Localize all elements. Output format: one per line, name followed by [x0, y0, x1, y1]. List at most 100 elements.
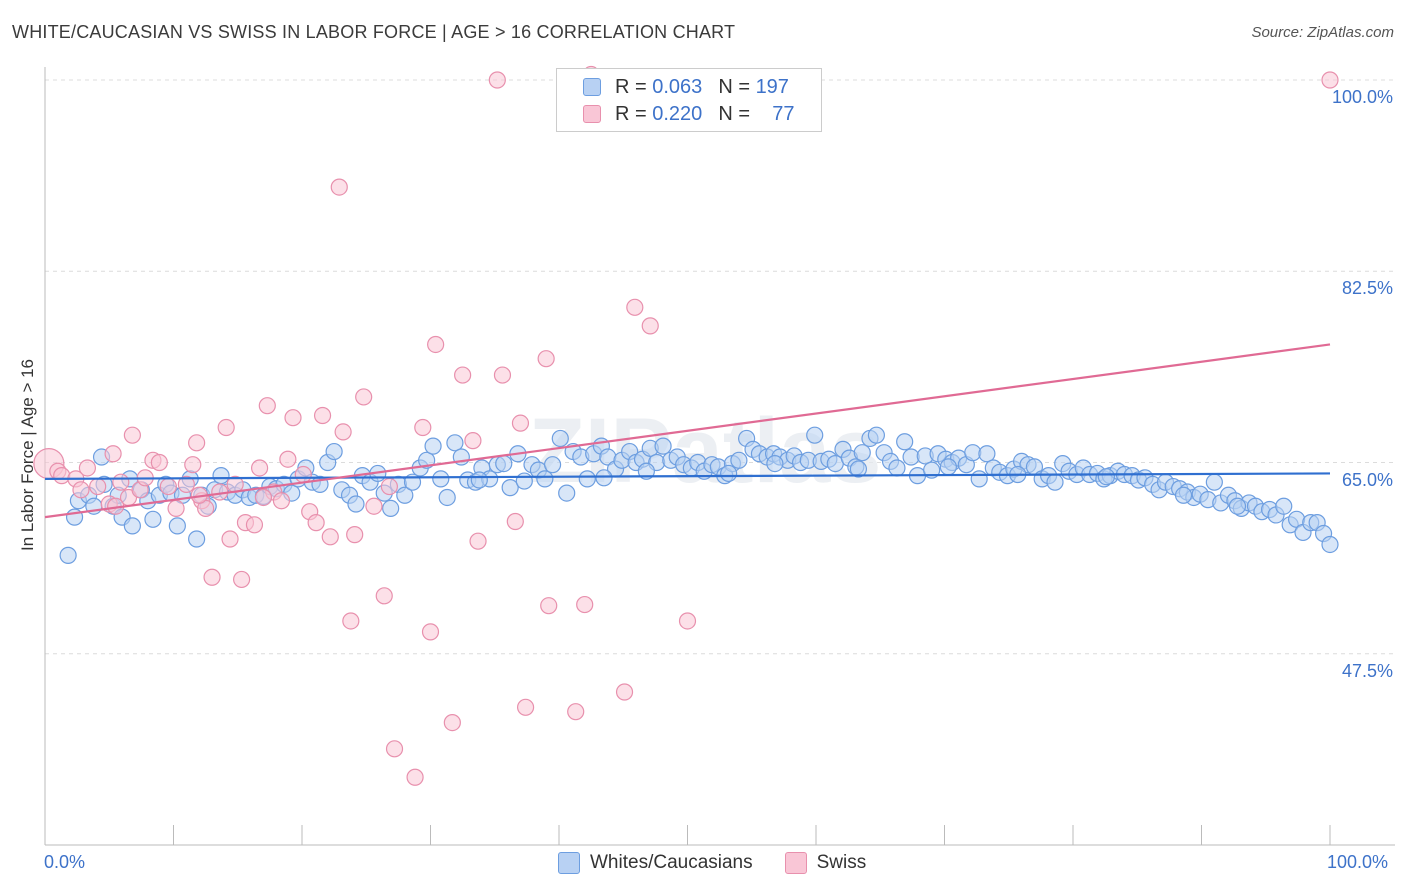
data-point-blue — [730, 451, 748, 469]
legend-n-value: 77 — [772, 102, 795, 125]
x-tick-label-max: 100.0% — [1327, 852, 1389, 872]
legend-item-whites[interactable]: Whites/Caucasians — [558, 852, 753, 874]
data-point-pink — [330, 178, 348, 196]
data-point-blue — [144, 510, 162, 528]
data-point-blue — [470, 471, 488, 489]
data-point-blue — [123, 517, 141, 535]
legend-n-label: N = — [718, 75, 750, 98]
data-point-pink — [279, 450, 297, 468]
data-point-pink — [576, 595, 594, 614]
data-point-blue — [970, 470, 988, 488]
data-point-pink — [406, 768, 424, 786]
data-point-pink — [414, 418, 432, 437]
data-point-pink — [537, 350, 555, 368]
legend-swatch-pink — [583, 105, 601, 123]
data-point-blue — [595, 469, 613, 487]
data-point-blue — [446, 434, 464, 452]
data-point-blue — [551, 429, 569, 448]
data-point-pink — [177, 475, 195, 493]
legend-label-swiss: Swiss — [816, 852, 867, 873]
data-point-pink — [421, 623, 440, 641]
data-point-pink — [427, 335, 445, 354]
data-point-blue — [578, 470, 596, 488]
data-point-pink — [380, 477, 398, 496]
data-point-blue — [424, 437, 442, 455]
data-point-pink — [365, 497, 383, 515]
data-point-blue — [902, 448, 920, 466]
chart-title: WHITE/CAUCASIAN VS SWISS IN LABOR FORCE … — [12, 22, 736, 42]
data-point-blue — [896, 433, 914, 451]
data-point-blue — [59, 546, 77, 564]
data-point-blue — [347, 495, 365, 513]
data-point-pink — [678, 612, 697, 630]
data-point-pink — [250, 459, 269, 477]
data-point-blue — [382, 499, 400, 517]
data-point-pink — [385, 740, 404, 758]
data-point-blue — [188, 530, 206, 548]
data-point-pink — [307, 514, 325, 532]
series-legend: Whites/Caucasians Swiss — [558, 852, 898, 874]
data-point-pink — [454, 366, 472, 384]
trend-line-whites — [44, 472, 1331, 480]
data-point-blue — [1275, 497, 1293, 515]
legend-r-label: R = — [615, 75, 647, 98]
data-point-blue — [978, 445, 996, 463]
legend-swatch-blue — [583, 78, 601, 96]
data-point-pink — [150, 453, 168, 472]
data-point-pink — [188, 434, 206, 452]
data-point-pink — [626, 298, 644, 316]
data-point-pink — [72, 481, 90, 499]
y-tick-label: 65.0% — [1341, 469, 1393, 490]
data-point-blue — [432, 470, 450, 488]
data-point-pink — [567, 703, 585, 721]
data-point-blue — [867, 426, 885, 444]
legend-item-swiss[interactable]: Swiss — [784, 852, 867, 874]
y-tick-label: 82.5% — [1341, 278, 1393, 299]
data-point-pink — [245, 516, 264, 534]
data-point-pink — [346, 526, 364, 544]
data-point-pink — [355, 388, 373, 406]
data-point-blue — [964, 444, 982, 462]
data-point-blue — [438, 488, 456, 507]
data-point-pink — [313, 406, 332, 425]
data-point-blue — [888, 459, 906, 477]
data-point-blue — [853, 444, 871, 462]
data-point-pink — [78, 459, 97, 477]
data-point-blue — [543, 456, 562, 474]
legend-label-whites: Whites/Caucasians — [590, 852, 753, 873]
data-point-pink — [469, 532, 487, 550]
trend-line-swiss — [44, 343, 1331, 519]
data-point-blue — [1046, 473, 1064, 491]
y-axis-label: In Labor Force | Age > 16 — [18, 358, 37, 552]
legend-r-value: 0.063 — [652, 75, 703, 98]
legend-n-label: N = — [718, 102, 750, 125]
data-point-blue — [766, 454, 784, 473]
data-point-pink — [443, 713, 461, 732]
data-point-pink — [284, 409, 302, 427]
trend-lines — [44, 343, 1331, 519]
data-point-blue — [536, 470, 554, 488]
data-point-pink — [89, 477, 107, 496]
data-point-pink — [540, 597, 558, 615]
data-point-pink — [167, 499, 185, 517]
data-point-blue — [849, 460, 868, 478]
legend-swatch-pink — [784, 852, 807, 874]
data-point-blue — [1321, 535, 1339, 554]
data-point-pink — [221, 530, 239, 548]
data-point-pink — [159, 477, 177, 496]
data-point-pink — [511, 414, 530, 432]
legend-r-value: 0.220 — [652, 102, 703, 125]
data-point-pink — [641, 317, 659, 335]
data-point-pink — [123, 426, 141, 444]
data-point-blue — [1097, 468, 1116, 486]
data-point-pink — [506, 512, 524, 531]
data-point-blue — [1205, 473, 1223, 491]
data-point-pink — [615, 683, 634, 701]
data-point-pink — [203, 568, 221, 586]
grid-lines — [45, 79, 1395, 655]
data-point-blue — [1228, 497, 1247, 515]
data-point-pink — [258, 397, 276, 415]
legend-swatch-blue — [558, 852, 580, 874]
data-point-pink — [184, 456, 202, 474]
